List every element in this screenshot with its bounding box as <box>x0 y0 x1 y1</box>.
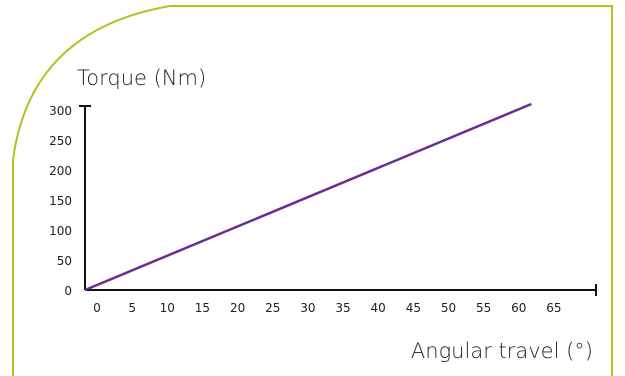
x-tick-label: 0 <box>93 301 101 315</box>
y-tick-label: 200 <box>49 164 72 178</box>
y-tick-label: 0 <box>64 284 72 298</box>
x-tick-labels: 0 5 10 15 20 25 30 35 40 45 50 55 60 65 <box>93 301 561 315</box>
x-tick-label: 30 <box>300 301 315 315</box>
y-tick-label: 250 <box>49 134 72 148</box>
axes <box>79 105 597 296</box>
series-line <box>84 102 532 292</box>
x-tick-label: 55 <box>476 301 491 315</box>
series-group <box>84 102 532 292</box>
y-tick-label: 50 <box>57 254 72 268</box>
x-tick-label: 40 <box>371 301 386 315</box>
x-tick-label: 65 <box>546 301 561 315</box>
y-tick-label: 150 <box>49 194 72 208</box>
y-tick-label: 100 <box>49 224 72 238</box>
x-axis-label: Angular travel (°) <box>411 339 593 363</box>
x-tick-label: 5 <box>128 301 136 315</box>
x-tick-label: 10 <box>160 301 175 315</box>
chart-frame <box>12 5 613 376</box>
x-tick-label: 50 <box>441 301 456 315</box>
x-tick-label: 60 <box>511 301 526 315</box>
y-tick-labels: 300 250 200 150 100 50 0 <box>49 104 72 298</box>
x-tick-label: 45 <box>406 301 421 315</box>
x-tick-label: 35 <box>335 301 350 315</box>
x-tick-label: 25 <box>265 301 280 315</box>
x-tick-label: 20 <box>230 301 245 315</box>
y-axis-label: Torque (Nm) <box>77 66 206 90</box>
y-tick-label: 300 <box>49 104 72 118</box>
x-tick-label: 15 <box>195 301 210 315</box>
